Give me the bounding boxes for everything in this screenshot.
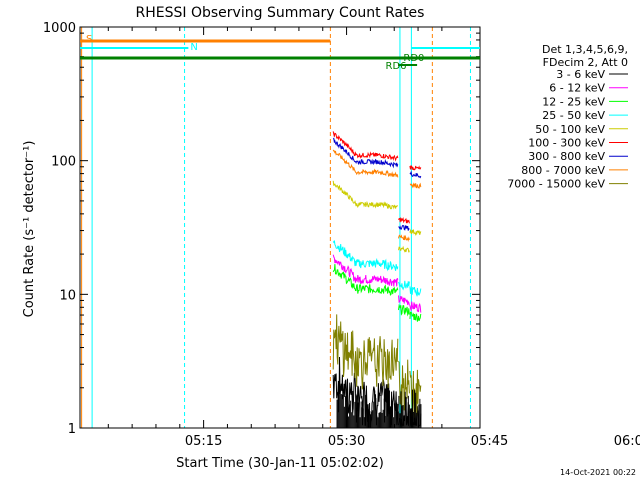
legend-label: 7000 - 15000 keV — [507, 178, 605, 191]
series-trace — [332, 240, 399, 272]
series-trace-dip — [398, 224, 410, 231]
legend-label: 12 - 25 keV — [542, 95, 605, 108]
legend-label: 50 - 100 keV — [535, 123, 605, 136]
series-trace-end — [409, 311, 422, 322]
series-trace — [332, 254, 399, 287]
chart-title: RHESSI Observing Summary Count Rates — [136, 5, 425, 21]
series-trace-dip — [398, 295, 410, 306]
y-tick-label: 1 — [68, 422, 76, 437]
series-trace-end — [409, 182, 422, 189]
series-line — [332, 240, 422, 298]
series-line — [332, 131, 422, 224]
series-line — [332, 254, 422, 313]
legend-label: 100 - 300 keV — [528, 137, 605, 150]
legend-title-line1: Det 1,3,4,5,6,9, — [542, 43, 628, 56]
flag-label: S — [86, 34, 92, 45]
series-trace-end — [409, 165, 422, 171]
series-trace-end — [409, 170, 422, 179]
series-trace-end — [409, 228, 422, 237]
series-trace — [332, 149, 399, 178]
legend-label: 3 - 6 keV — [556, 68, 605, 81]
legend-label: 6 - 12 keV — [549, 82, 605, 95]
series-trace-dip — [398, 303, 410, 317]
legend-label: 300 - 800 keV — [528, 150, 605, 163]
series-line — [332, 149, 422, 243]
x-tick-label: 05:30 — [328, 434, 365, 449]
y-tick-label: 100 — [51, 155, 76, 170]
flag-label: RD6 — [386, 61, 407, 72]
series-trace-end — [409, 286, 422, 298]
series-trace — [332, 264, 399, 296]
series-trace — [332, 314, 399, 390]
series-trace-dip — [398, 245, 410, 253]
timestamp: 14-Oct-2021 00:22 — [560, 468, 636, 477]
series-trace-dip — [398, 234, 410, 243]
series-trace — [332, 180, 398, 210]
x-axis-label: Start Time (30-Jan-11 05:02:02) — [176, 456, 384, 471]
plot-frame — [79, 26, 481, 429]
series-trace — [332, 137, 399, 169]
series-line — [332, 137, 422, 231]
series-trace-dip — [398, 359, 410, 414]
y-axis-label: Count Rate (s⁻¹ detector⁻¹) — [22, 141, 37, 318]
x-tick-label: 05:15 — [185, 434, 222, 449]
legend-label: 800 - 7000 keV — [521, 164, 605, 177]
legend-label: 25 - 50 keV — [542, 109, 605, 122]
x-tick-label: 05:45 — [471, 434, 508, 449]
series-line — [332, 264, 422, 322]
x-tick-label: 06:00 — [614, 434, 640, 449]
series-line — [332, 180, 422, 253]
y-tick-label: 1000 — [43, 21, 76, 36]
flag-label: N — [190, 42, 197, 53]
legend-title-line2: FDecim 2, Att 0 — [543, 56, 628, 69]
series-trace-dip — [398, 216, 410, 224]
flag-label: RD0 — [403, 53, 424, 64]
series-trace-end — [409, 301, 422, 313]
series-trace — [332, 131, 399, 162]
y-tick-label: 10 — [59, 288, 76, 303]
series-trace-dip — [398, 280, 410, 291]
